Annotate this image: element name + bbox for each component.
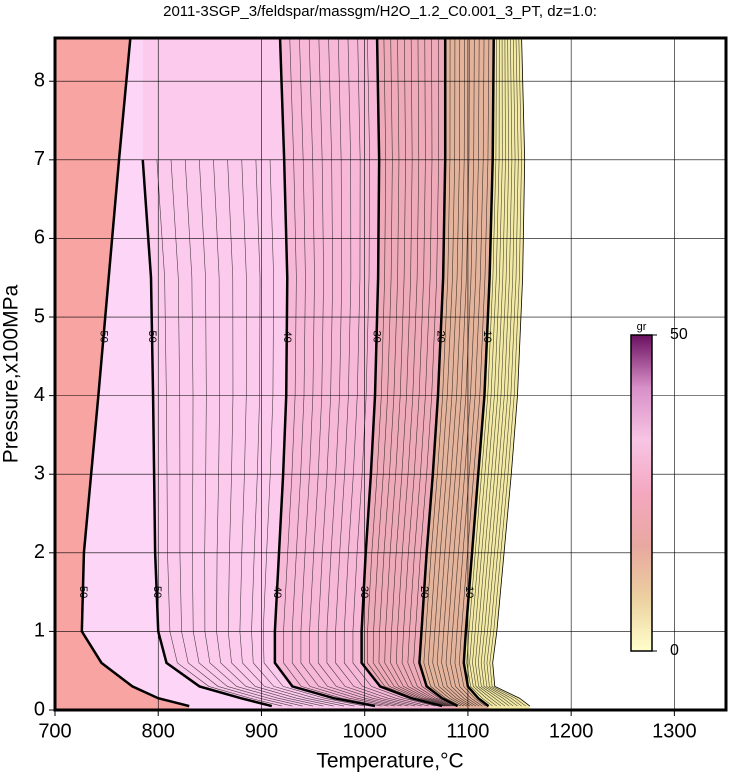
y-tick-label: 5 [34, 305, 45, 327]
y-tick-label: 3 [34, 462, 45, 484]
minor-contour [227, 159, 334, 707]
y-tick-label: 2 [34, 541, 45, 563]
x-tick-label: 900 [245, 720, 278, 742]
y-tick-label: 7 [34, 148, 45, 170]
colorbar-label: gr [637, 321, 647, 333]
contour-label: 30 [358, 586, 370, 598]
colorbar [630, 334, 653, 652]
x-tick-label: 1300 [652, 720, 697, 742]
contour-label: 30 [371, 331, 383, 343]
contour-label: 20 [418, 586, 430, 598]
chart-title: 2011-3SGP_3/feldspar/massgm/H2O_1.2_C0.0… [163, 3, 597, 20]
contour-label: 20 [435, 331, 447, 343]
x-axis-label: Temperature,°C [316, 750, 463, 773]
colorbar-tick-label: 50 [670, 326, 688, 343]
contour-label: 50 [151, 586, 163, 598]
x-tick-label: 800 [142, 720, 175, 742]
fill-band [492, 38, 726, 710]
contour-label: 10 [481, 331, 493, 343]
x-tick-label: 1000 [342, 720, 387, 742]
y-tick-label: 1 [34, 620, 45, 642]
y-axis-label: Pressure,x100MPa [0, 284, 23, 463]
colorbar-tick-label: 0 [670, 642, 679, 659]
minor-contour [156, 159, 283, 707]
x-tick-label: 1100 [446, 720, 489, 742]
minor-contour [213, 159, 324, 707]
contour-label: 50 [77, 586, 89, 598]
minor-contour [199, 159, 314, 707]
x-tick-label: 1200 [549, 720, 594, 742]
y-tick-label: 6 [34, 227, 45, 249]
plot-area: 50 50 50 50 40 40 30 30 20 20 10 10 [55, 38, 726, 710]
minor-contour [251, 159, 355, 707]
y-tick-label: 8 [34, 70, 45, 92]
y-tick-label: 0 [34, 698, 45, 720]
contour-label: 50 [98, 331, 110, 343]
x-tick-label: 700 [38, 720, 71, 742]
plot-frame [53, 36, 728, 712]
minor-contour [184, 159, 303, 707]
contour-label: 50 [146, 331, 158, 343]
minor-contour [170, 159, 293, 707]
minor-contour [239, 159, 345, 707]
contour-label: 40 [281, 331, 293, 343]
contour-label: 40 [271, 586, 283, 598]
y-tick-label: 4 [34, 384, 45, 406]
minor-contour [262, 159, 365, 707]
contour-line [141, 159, 273, 708]
contour-label: 10 [463, 586, 475, 598]
